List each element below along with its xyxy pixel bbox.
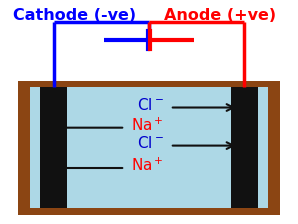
Bar — [40, 87, 67, 208]
Text: $\mathsf{Na^+}$: $\mathsf{Na^+}$ — [131, 117, 164, 134]
Text: Cathode (-ve): Cathode (-ve) — [13, 8, 136, 23]
Text: $\mathsf{Na^+}$: $\mathsf{Na^+}$ — [131, 157, 164, 174]
Bar — [30, 87, 268, 208]
Text: $\mathsf{Cl^-}$: $\mathsf{Cl^-}$ — [137, 97, 164, 113]
Text: Anode (+ve): Anode (+ve) — [164, 8, 277, 23]
Bar — [231, 87, 258, 208]
Bar — [18, 81, 280, 215]
Text: $\mathsf{Cl^-}$: $\mathsf{Cl^-}$ — [137, 135, 164, 151]
